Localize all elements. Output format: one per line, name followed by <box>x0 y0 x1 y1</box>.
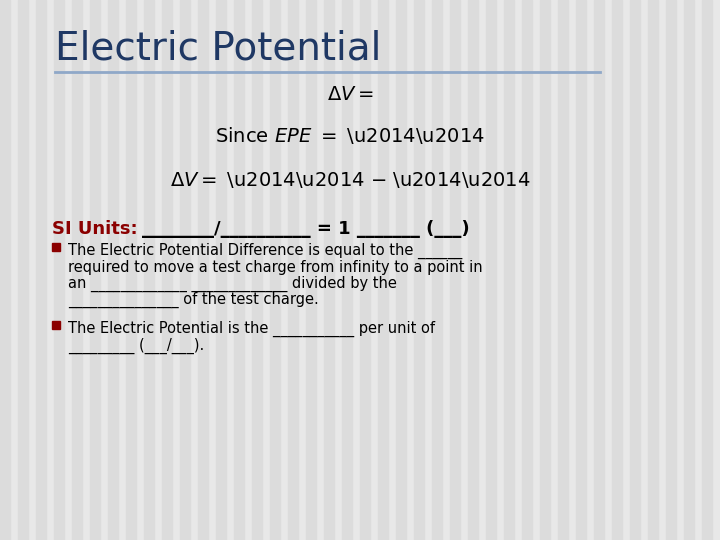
Text: Electric Potential: Electric Potential <box>55 30 382 68</box>
Bar <box>468 0 478 540</box>
Bar <box>18 0 28 540</box>
Bar <box>108 0 118 540</box>
Bar <box>288 0 298 540</box>
Bar <box>432 0 442 540</box>
Text: SI Units:: SI Units: <box>52 220 138 238</box>
Bar <box>576 0 586 540</box>
Text: _______________ of the test charge.: _______________ of the test charge. <box>68 292 319 308</box>
Bar <box>306 0 316 540</box>
Bar <box>234 0 244 540</box>
Bar <box>648 0 658 540</box>
Bar <box>36 0 46 540</box>
Text: an _____________ _____________ divided by the: an _____________ _____________ divided b… <box>68 276 397 292</box>
Bar <box>486 0 496 540</box>
Bar <box>72 0 82 540</box>
Bar <box>126 0 136 540</box>
Text: $\Delta V = $ \u2014\u2014 $-$ \u2014\u2014: $\Delta V = $ \u2014\u2014 $-$ \u2014\u2… <box>170 170 531 190</box>
Bar <box>90 0 100 540</box>
Text: Since $EPE$ $=$ \u2014\u2014: Since $EPE$ $=$ \u2014\u2014 <box>215 125 485 146</box>
Bar <box>414 0 424 540</box>
Text: ________/__________ = 1 _______ (___): ________/__________ = 1 _______ (___) <box>142 220 469 238</box>
Bar <box>342 0 352 540</box>
Bar <box>378 0 388 540</box>
Bar <box>630 0 640 540</box>
Bar <box>504 0 514 540</box>
Bar <box>396 0 406 540</box>
Bar <box>54 0 64 540</box>
Bar <box>252 0 262 540</box>
Text: $\Delta V = $: $\Delta V = $ <box>327 85 374 104</box>
Bar <box>702 0 712 540</box>
Bar <box>612 0 622 540</box>
Bar <box>0 0 10 540</box>
Bar <box>540 0 550 540</box>
Bar <box>162 0 172 540</box>
Text: The Electric Potential is the ___________ per unit of: The Electric Potential is the __________… <box>68 321 435 337</box>
Text: _________ (___/___).: _________ (___/___). <box>68 338 204 354</box>
Bar <box>684 0 694 540</box>
Bar <box>360 0 370 540</box>
Bar <box>522 0 532 540</box>
Text: The Electric Potential Difference is equal to the ______: The Electric Potential Difference is equ… <box>68 243 462 259</box>
Bar <box>450 0 460 540</box>
Bar <box>52 243 60 251</box>
Bar <box>180 0 190 540</box>
Bar <box>52 321 60 329</box>
Text: required to move a test charge from infinity to a point in: required to move a test charge from infi… <box>68 260 482 275</box>
Bar <box>270 0 280 540</box>
Bar <box>666 0 676 540</box>
Bar <box>558 0 568 540</box>
Bar <box>216 0 226 540</box>
Bar <box>594 0 604 540</box>
Bar <box>198 0 208 540</box>
Bar <box>324 0 334 540</box>
Bar <box>144 0 154 540</box>
